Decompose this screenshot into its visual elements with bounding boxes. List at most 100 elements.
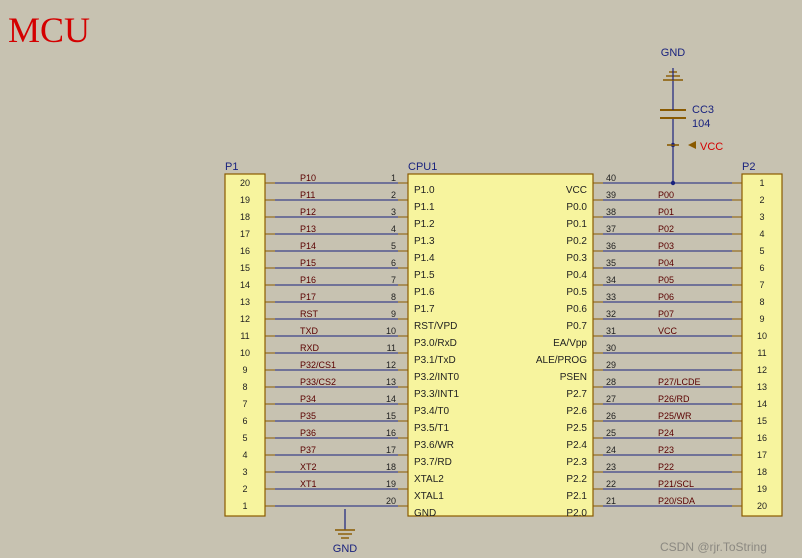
cpu-left-pin-label: P1.0 [414, 185, 435, 196]
cpu-right-pin-label: P0.6 [566, 304, 587, 315]
p2-pin-number: 9 [759, 314, 764, 324]
p2-pin-number: 17 [757, 450, 767, 460]
p1-pin-number: 1 [242, 501, 247, 511]
cap-ref: CC3 [692, 104, 714, 116]
netlabel-right: P02 [658, 224, 674, 234]
netlabel-left: TXD [300, 326, 319, 336]
netlabel-right: P03 [658, 241, 674, 251]
cpu-left-pin-label: P1.2 [414, 219, 435, 230]
netlabel-left: P35 [300, 411, 316, 421]
cpu-left-pin-label: P1.3 [414, 236, 435, 247]
p1-pin-number: 15 [240, 263, 250, 273]
cpu-left-pin-label: P1.6 [414, 287, 435, 298]
p1-pin-number: 6 [242, 416, 247, 426]
cpu-right-pin-num: 24 [606, 445, 616, 455]
cpu-right-pin-num: 39 [606, 190, 616, 200]
cpu-left-pin-label: P1.7 [414, 304, 435, 315]
cpu-left-pin-num: 3 [391, 207, 396, 217]
cpu-right-pin-label: P2.5 [566, 423, 587, 434]
cpu-right-pin-label: P2.6 [566, 406, 587, 417]
p2-pin-number: 13 [757, 382, 767, 392]
cpu-right-pin-num: 36 [606, 241, 616, 251]
cpu-left-pin-num: 20 [386, 496, 396, 506]
cpu-left-pin-label: P3.2/INT0 [414, 372, 459, 383]
p2-pin-number: 20 [757, 501, 767, 511]
cpu-left-pin-num: 2 [391, 190, 396, 200]
cpu-left-pin-num: 4 [391, 224, 396, 234]
netlabel-left: XT1 [300, 479, 317, 489]
cpu-right-pin-label: P2.2 [566, 474, 587, 485]
cpu-right-pin-label: ALE/PROG [536, 355, 587, 366]
cpu-left-pin-label: P3.5/T1 [414, 423, 449, 434]
netlabel-left: P36 [300, 428, 316, 438]
p2-pin-number: 11 [757, 348, 766, 358]
netlabel-left: P15 [300, 258, 316, 268]
cpu-right-pin-label: P0.2 [566, 236, 587, 247]
netlabel-right: P24 [658, 428, 674, 438]
cpu-left-pin-num: 14 [386, 394, 396, 404]
p1-pin-number: 20 [240, 178, 250, 188]
netlabel-right: VCC [658, 326, 678, 336]
cpu-right-pin-label: P0.5 [566, 287, 587, 298]
p2-ref: P2 [742, 161, 755, 173]
cpu-right-pin-label: P2.4 [566, 440, 587, 451]
cpu-right-pin-label: P0.1 [566, 219, 587, 230]
cpu-right-pin-num: 22 [606, 479, 616, 489]
cpu-left-pin-num: 7 [391, 275, 396, 285]
cpu-left-pin-num: 15 [386, 411, 396, 421]
cpu-right-pin-num: 26 [606, 411, 616, 421]
netlabel-right: P27/LCDE [658, 377, 701, 387]
p1-pin-number: 3 [242, 467, 247, 477]
cpu-left-pin-label: XTAL2 [414, 474, 444, 485]
p2-pin-number: 18 [757, 467, 767, 477]
p1-pin-number: 12 [240, 314, 250, 324]
p1-pin-number: 14 [240, 280, 250, 290]
p2-pin-number: 10 [757, 331, 767, 341]
p2-pin-number: 15 [757, 416, 767, 426]
p1-pin-number: 18 [240, 212, 250, 222]
p2-pin-number: 7 [759, 280, 764, 290]
p2-pin-number: 2 [759, 195, 764, 205]
cpu-left-pin-num: 11 [387, 343, 396, 353]
netlabel-right: P20/SDA [658, 496, 695, 506]
p1-pin-number: 5 [242, 433, 247, 443]
cpu-left-pin-num: 17 [386, 445, 396, 455]
cpu-left-pin-label: P1.4 [414, 253, 435, 264]
netlabel-right: P07 [658, 309, 674, 319]
netlabel-right: P00 [658, 190, 674, 200]
p1-pin-number: 11 [240, 331, 249, 341]
netlabel-left: P34 [300, 394, 316, 404]
p1-pin-number: 19 [240, 195, 250, 205]
netlabel-left: RST [300, 309, 319, 319]
cpu-left-pin-label: RST/VPD [414, 321, 457, 332]
cpu-left-pin-num: 13 [386, 377, 396, 387]
netlabel-right: P22 [658, 462, 674, 472]
netlabel-left: RXD [300, 343, 320, 353]
netlabel-left: P33/CS2 [300, 377, 336, 387]
cpu-left-pin-num: 18 [386, 462, 396, 472]
netlabel-left: P11 [300, 190, 315, 200]
netlabel-right: P23 [658, 445, 674, 455]
p1-pin-number: 7 [242, 399, 247, 409]
p2-pin-number: 14 [757, 399, 767, 409]
netlabel-right: P04 [658, 258, 674, 268]
netlabel-left: P14 [300, 241, 316, 251]
netlabel-right: P05 [658, 275, 674, 285]
cpu-left-pin-label: P3.0/RxD [414, 338, 457, 349]
cpu-right-pin-label: P2.7 [566, 389, 587, 400]
p1-pin-number: 13 [240, 297, 250, 307]
p2-pin-number: 8 [759, 297, 764, 307]
p1-pin-number: 2 [242, 484, 247, 494]
cpu-left-pin-num: 10 [386, 326, 396, 336]
p2-pin-number: 1 [759, 178, 764, 188]
p1-pin-number: 9 [242, 365, 247, 375]
cpu-right-pin-num: 37 [606, 224, 616, 234]
p1-pin-number: 8 [242, 382, 247, 392]
cpu-right-pin-label: P0.0 [566, 202, 587, 213]
cpu-left-pin-num: 12 [386, 360, 396, 370]
cpu-right-pin-num: 40 [606, 173, 616, 183]
p2-pin-number: 3 [759, 212, 764, 222]
cpu-left-pin-num: 5 [391, 241, 396, 251]
cpu-left-pin-num: 8 [391, 292, 396, 302]
cpu-ref: CPU1 [408, 161, 437, 173]
